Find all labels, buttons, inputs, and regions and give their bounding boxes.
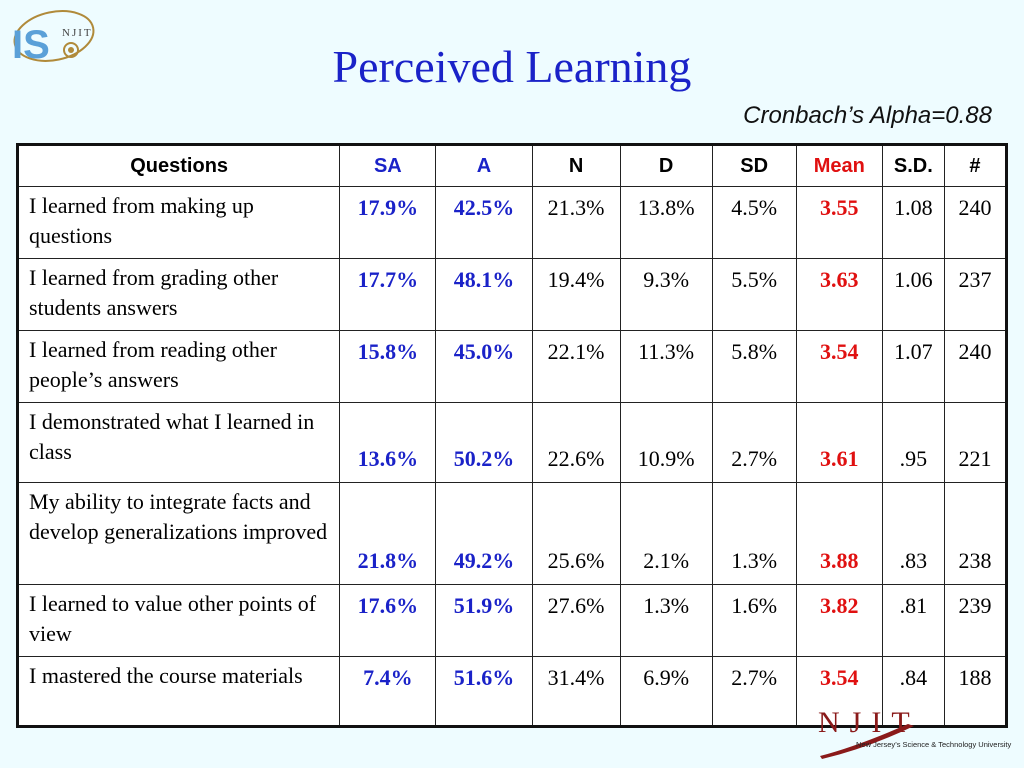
logo-letters: IS — [12, 23, 50, 67]
header-mean: Mean — [795, 144, 883, 187]
header-questions: Questions — [16, 144, 341, 187]
table-row: My ability to integrate facts and develo… — [16, 482, 1008, 585]
header-sa: SA — [339, 144, 437, 187]
sd-cell: 1.6% — [711, 584, 797, 657]
a-cell: 49.2% — [435, 482, 533, 585]
sd-cell: 2.7% — [711, 656, 797, 727]
table-row: I learned from reading other people’s an… — [16, 330, 1008, 403]
njit-tagline: New Jersey’s Science & Technology Univer… — [856, 740, 1012, 749]
njit-logo: NJIT New Jersey’s Science & Technology U… — [818, 706, 1018, 762]
sd-cell: 5.8% — [711, 330, 797, 403]
sd-cell: 1.3% — [711, 482, 797, 585]
mean-cell: 3.82 — [795, 584, 883, 657]
n-cell: 21.3% — [531, 186, 621, 259]
sa-cell: 7.4% — [339, 656, 437, 727]
std-cell: .83 — [881, 482, 945, 585]
a-cell: 42.5% — [435, 186, 533, 259]
is-njit-logo: IS NJIT — [12, 10, 95, 67]
count-cell: 239 — [943, 584, 1008, 657]
mean-cell: 3.61 — [795, 402, 883, 483]
njit-swoosh-icon — [820, 724, 914, 759]
question-cell: I learned to value other points of view — [16, 584, 341, 657]
std-cell: 1.07 — [881, 330, 945, 403]
a-cell: 51.9% — [435, 584, 533, 657]
a-cell: 45.0% — [435, 330, 533, 403]
question-cell: I learned from making up questions — [16, 186, 341, 259]
table-row: I demonstrated what I learned in class 1… — [16, 402, 1008, 483]
n-cell: 22.6% — [531, 402, 621, 483]
cronbach-alpha: Cronbach’s Alpha=0.88 — [743, 102, 992, 129]
survey-table: Questions SA A N D SD Mean S.D. # I lear… — [16, 143, 1008, 728]
std-cell: 1.06 — [881, 258, 945, 331]
count-cell: 240 — [943, 330, 1008, 403]
d-cell: 9.3% — [619, 258, 713, 331]
table-row: I mastered the course materials 7.4% 51.… — [16, 656, 1008, 727]
page-title: Perceived Learning — [332, 41, 692, 92]
std-cell: .81 — [881, 584, 945, 657]
mean-cell: 3.55 — [795, 186, 883, 259]
table-header-row: Questions SA A N D SD Mean S.D. # — [16, 144, 1008, 187]
mean-cell: 3.54 — [795, 330, 883, 403]
sa-cell: 15.8% — [339, 330, 437, 403]
count-cell: 237 — [943, 258, 1008, 331]
d-cell: 13.8% — [619, 186, 713, 259]
count-cell: 238 — [943, 482, 1008, 585]
sa-cell: 17.9% — [339, 186, 437, 259]
mean-cell: 3.88 — [795, 482, 883, 585]
count-cell: 240 — [943, 186, 1008, 259]
count-cell: 188 — [943, 656, 1008, 727]
header-sd: SD — [711, 144, 797, 187]
count-cell: 221 — [943, 402, 1008, 483]
d-cell: 10.9% — [619, 402, 713, 483]
a-cell: 51.6% — [435, 656, 533, 727]
header-a: A — [435, 144, 533, 187]
header-std: S.D. — [881, 144, 945, 187]
question-cell: I demonstrated what I learned in class — [16, 402, 341, 483]
question-cell: I mastered the course materials — [16, 656, 341, 727]
mean-cell: 3.54 — [795, 656, 883, 727]
header-count: # — [943, 144, 1008, 187]
header-n: N — [531, 144, 621, 187]
logo-sub: NJIT — [62, 27, 93, 39]
n-cell: 27.6% — [531, 584, 621, 657]
n-cell: 22.1% — [531, 330, 621, 403]
table-row: I learned from making up questions 17.9%… — [16, 186, 1008, 259]
question-cell: I learned from grading other students an… — [16, 258, 341, 331]
d-cell: 1.3% — [619, 584, 713, 657]
std-cell: 1.08 — [881, 186, 945, 259]
sa-cell: 13.6% — [339, 402, 437, 483]
sa-cell: 21.8% — [339, 482, 437, 585]
n-cell: 25.6% — [531, 482, 621, 585]
table-row: I learned to value other points of view … — [16, 584, 1008, 657]
table-row: I learned from grading other students an… — [16, 258, 1008, 331]
n-cell: 19.4% — [531, 258, 621, 331]
sd-cell: 2.7% — [711, 402, 797, 483]
d-cell: 2.1% — [619, 482, 713, 585]
d-cell: 6.9% — [619, 656, 713, 727]
std-cell: .95 — [881, 402, 945, 483]
a-cell: 48.1% — [435, 258, 533, 331]
d-cell: 11.3% — [619, 330, 713, 403]
sd-cell: 4.5% — [711, 186, 797, 259]
question-cell: I learned from reading other people’s an… — [16, 330, 341, 403]
header-d: D — [619, 144, 713, 187]
sa-cell: 17.6% — [339, 584, 437, 657]
sa-cell: 17.7% — [339, 258, 437, 331]
n-cell: 31.4% — [531, 656, 621, 727]
question-cell: My ability to integrate facts and develo… — [16, 482, 341, 585]
mean-cell: 3.63 — [795, 258, 883, 331]
a-cell: 50.2% — [435, 402, 533, 483]
sd-cell: 5.5% — [711, 258, 797, 331]
